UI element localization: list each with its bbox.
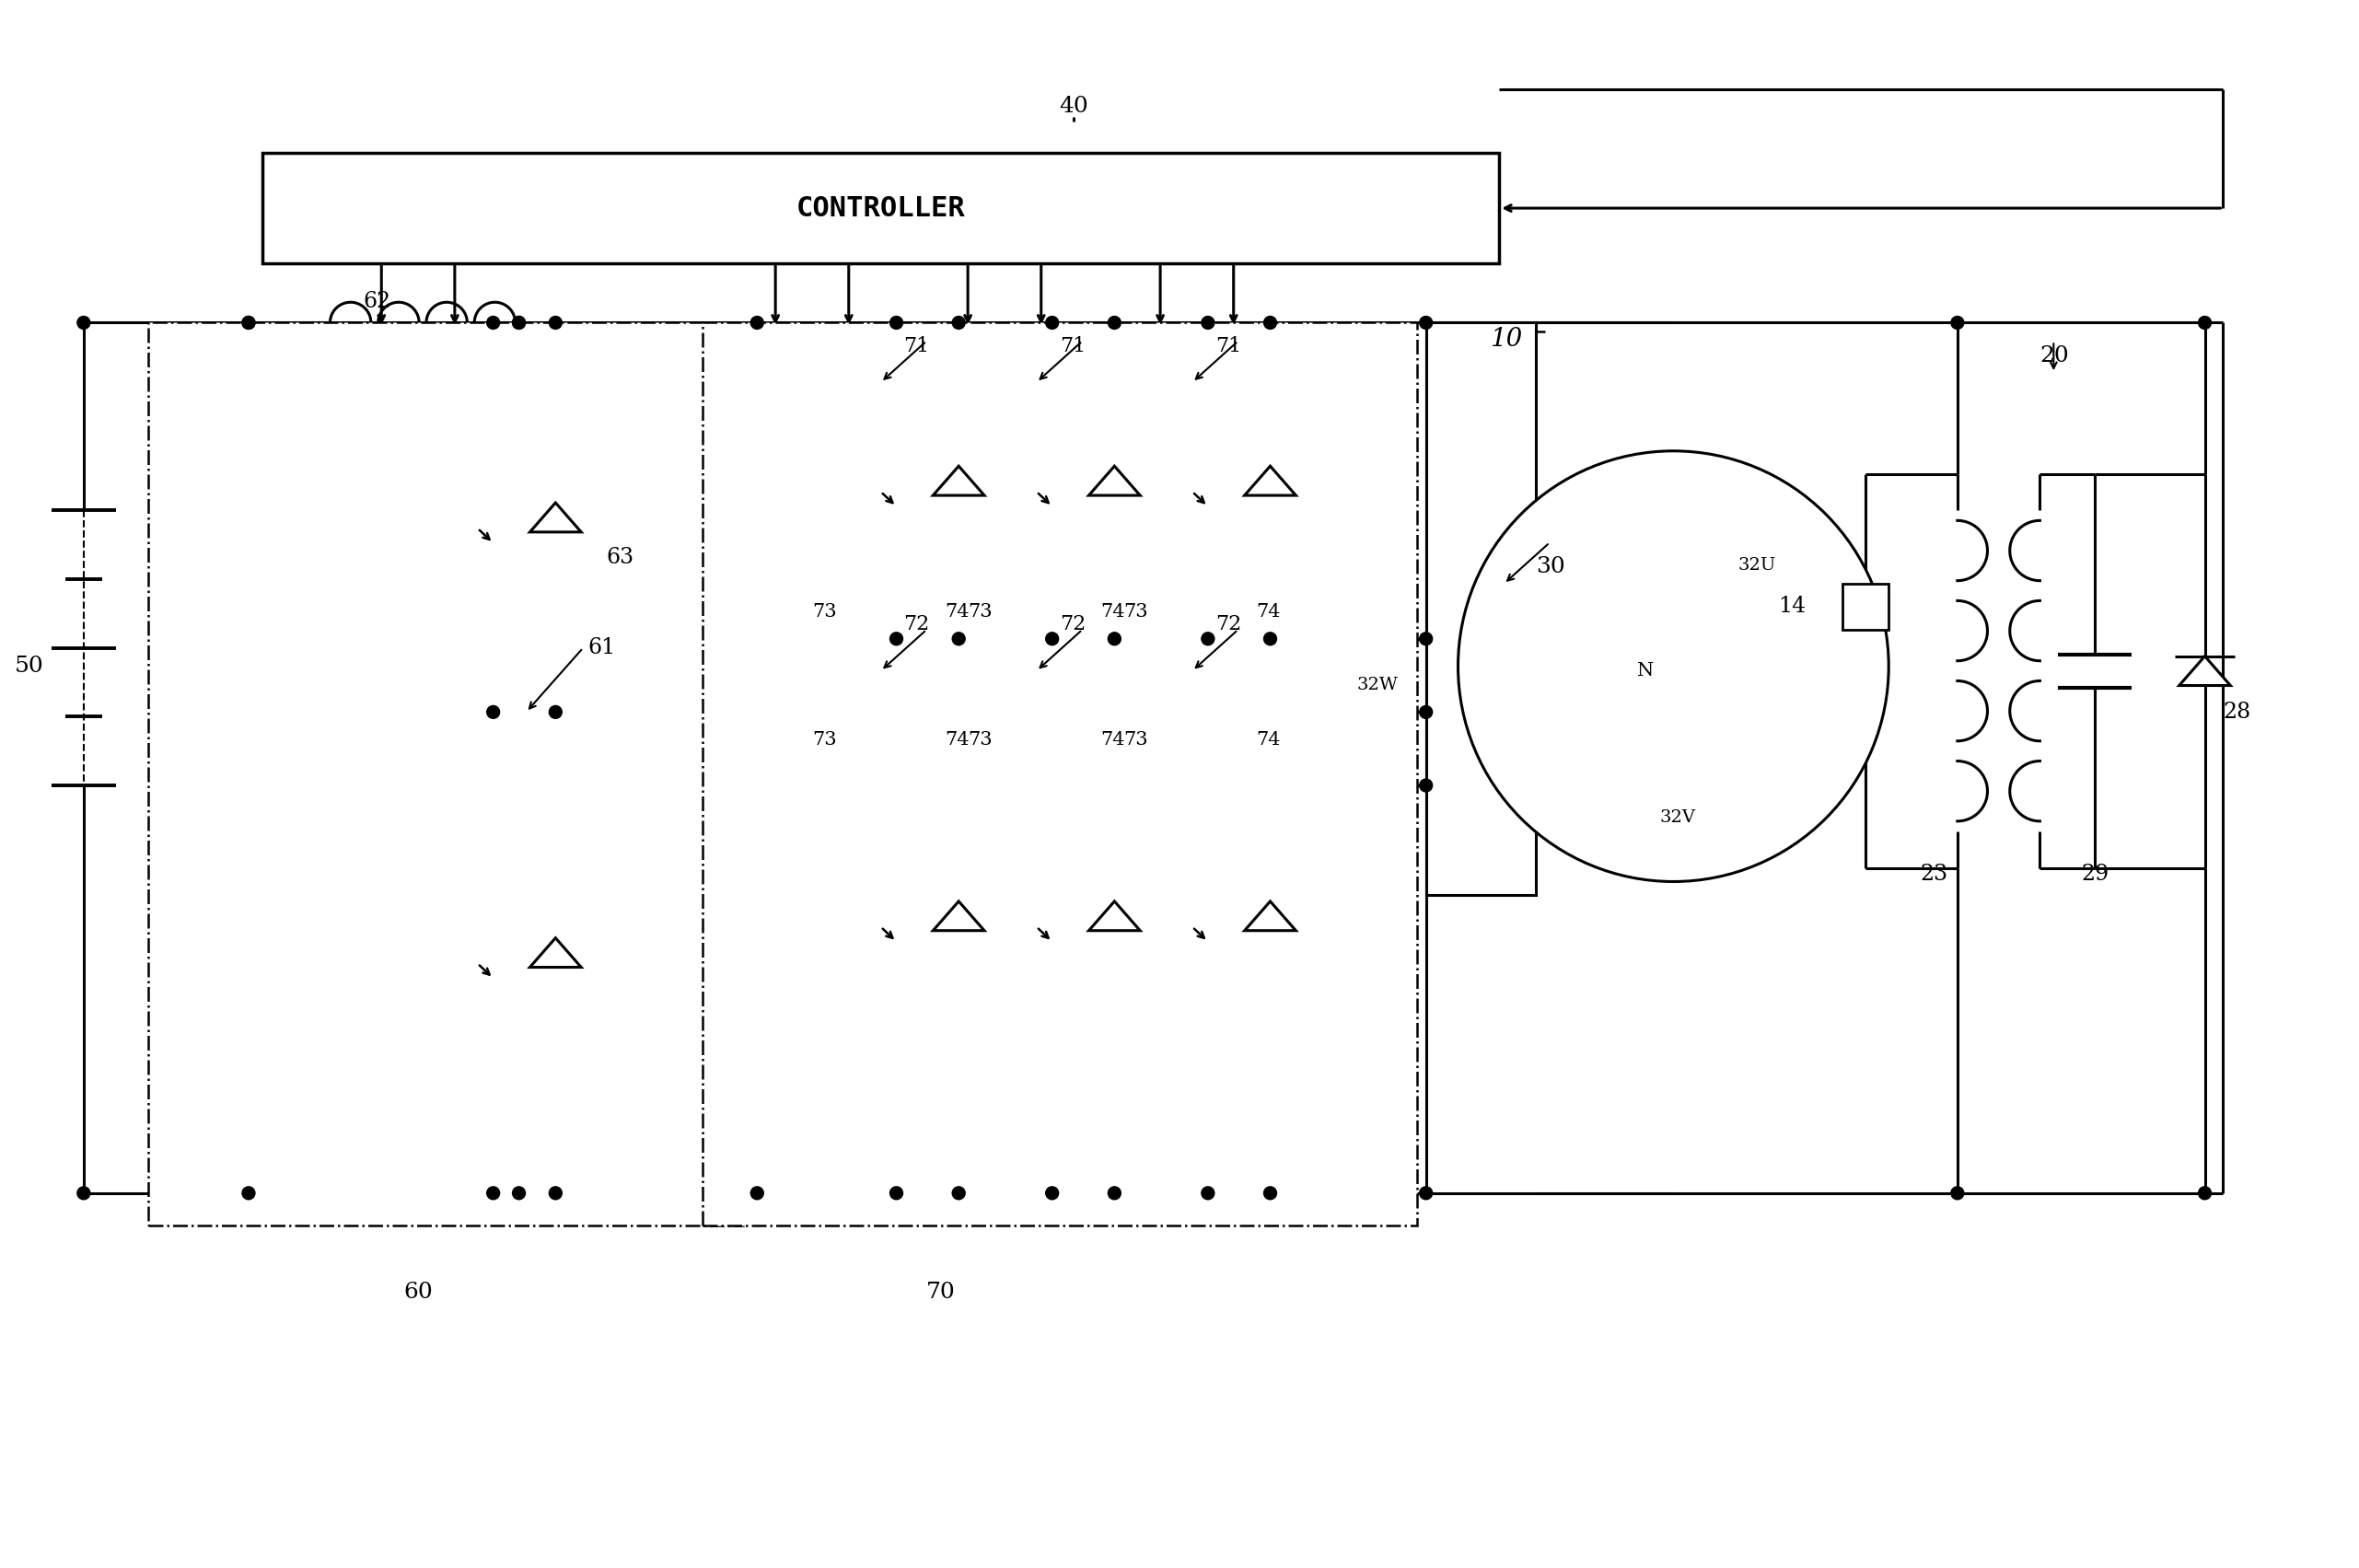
Circle shape [1458, 452, 1890, 881]
Circle shape [889, 317, 903, 329]
Polygon shape [531, 938, 580, 967]
Polygon shape [2180, 655, 2232, 685]
Circle shape [1420, 1187, 1432, 1200]
Circle shape [953, 632, 965, 644]
Bar [703, 323, 1418, 1225]
Text: 29: 29 [2081, 864, 2109, 884]
Text: 40: 40 [1059, 96, 1090, 116]
Text: 73: 73 [1123, 604, 1149, 621]
Circle shape [1109, 632, 1121, 644]
Text: 23: 23 [1920, 864, 1949, 884]
Circle shape [78, 1187, 90, 1200]
Circle shape [1264, 1187, 1276, 1200]
Text: N: N [1637, 662, 1654, 679]
Text: 73: 73 [967, 604, 993, 621]
Bar [262, 154, 1500, 263]
Text: 63: 63 [606, 547, 635, 568]
Circle shape [243, 317, 255, 329]
Bar [1842, 583, 1890, 630]
Circle shape [1420, 317, 1432, 329]
Text: 72: 72 [1059, 615, 1085, 633]
Polygon shape [1090, 466, 1139, 495]
Text: CONTROLLER: CONTROLLER [797, 194, 965, 221]
Text: 30: 30 [1536, 557, 1564, 577]
Circle shape [750, 1187, 764, 1200]
Text: 70: 70 [925, 1283, 955, 1303]
Circle shape [2199, 317, 2210, 329]
Circle shape [512, 317, 526, 329]
Circle shape [750, 317, 764, 329]
Circle shape [1420, 779, 1432, 792]
Circle shape [953, 1187, 965, 1200]
Text: 32V: 32V [1661, 809, 1696, 826]
Text: 73: 73 [811, 604, 837, 621]
Circle shape [1951, 1187, 1963, 1200]
Text: 74: 74 [1102, 731, 1125, 750]
Circle shape [1201, 632, 1215, 644]
Circle shape [1109, 317, 1121, 329]
Text: 50: 50 [14, 655, 45, 677]
Circle shape [512, 1187, 526, 1200]
Circle shape [1045, 632, 1059, 644]
Circle shape [486, 317, 500, 329]
Text: 28: 28 [2222, 701, 2250, 723]
Text: 61: 61 [587, 637, 616, 659]
Text: 20: 20 [2041, 345, 2069, 367]
Text: 32W: 32W [1356, 676, 1399, 693]
Circle shape [550, 317, 561, 329]
Circle shape [512, 317, 526, 329]
Polygon shape [1246, 466, 1295, 495]
Text: 73: 73 [967, 731, 993, 750]
Circle shape [1264, 317, 1276, 329]
Text: 74: 74 [946, 604, 970, 621]
Polygon shape [1246, 902, 1295, 930]
Polygon shape [531, 503, 580, 532]
Circle shape [889, 632, 903, 644]
Circle shape [550, 1187, 561, 1200]
Circle shape [1951, 317, 1963, 329]
Text: 73: 73 [1123, 731, 1149, 750]
Text: 62: 62 [363, 290, 392, 312]
Text: 72: 72 [1215, 615, 1241, 633]
Polygon shape [934, 466, 984, 495]
Circle shape [78, 317, 90, 329]
Circle shape [1420, 632, 1432, 644]
Text: 74: 74 [1102, 604, 1125, 621]
Circle shape [953, 317, 965, 329]
Text: 32U: 32U [1739, 557, 1776, 574]
Circle shape [1201, 317, 1215, 329]
Text: 74: 74 [946, 731, 970, 750]
Circle shape [1420, 706, 1432, 718]
Text: 71: 71 [903, 337, 929, 356]
Text: 14: 14 [1779, 596, 1807, 618]
Circle shape [1201, 1187, 1215, 1200]
Text: 60: 60 [403, 1283, 432, 1303]
Text: 74: 74 [1257, 731, 1281, 750]
Circle shape [486, 1187, 500, 1200]
Text: 71: 71 [1059, 337, 1085, 356]
Circle shape [1045, 1187, 1059, 1200]
Bar [149, 323, 743, 1225]
Circle shape [550, 706, 561, 718]
Polygon shape [934, 902, 984, 930]
Circle shape [243, 317, 255, 329]
Text: 71: 71 [1215, 337, 1241, 356]
Bar [1425, 323, 1536, 895]
Text: 10: 10 [1491, 328, 1522, 353]
Text: 72: 72 [903, 615, 929, 633]
Text: 73: 73 [811, 731, 837, 750]
Polygon shape [1090, 902, 1139, 930]
Circle shape [243, 1187, 255, 1200]
Circle shape [1109, 1187, 1121, 1200]
Circle shape [1045, 317, 1059, 329]
Circle shape [2199, 1187, 2210, 1200]
Circle shape [1264, 632, 1276, 644]
Text: 74: 74 [1257, 604, 1281, 621]
Circle shape [486, 706, 500, 718]
Circle shape [889, 1187, 903, 1200]
